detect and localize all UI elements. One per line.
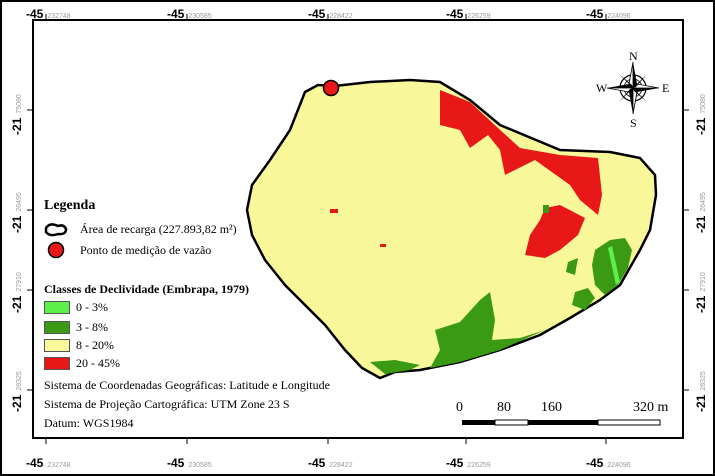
legend-class-8-20: 8 - 20% xyxy=(44,338,114,353)
swatch-0-3 xyxy=(44,301,70,314)
coord-left-2-sub: 26495 xyxy=(16,192,23,212)
measurement-point-marker xyxy=(322,79,340,97)
legend-class-0-3: 0 - 3% xyxy=(44,300,108,315)
coord-left-3-main: -21 xyxy=(10,295,24,313)
measurement-point-legend-icon xyxy=(47,241,65,259)
slope-3-8-zone-south xyxy=(430,292,545,368)
legend-class-20-45-label: 20 - 45% xyxy=(76,356,120,370)
coord-top-5-main: -45 xyxy=(586,7,604,21)
legend-class-20-45: 20 - 45% xyxy=(44,356,120,371)
compass-west-label: W xyxy=(596,81,608,95)
coord-top-4-sub: 226259 xyxy=(467,13,491,20)
slope-20-45-zone-north xyxy=(440,90,602,215)
coord-bottom-5-sub: 224096 xyxy=(607,462,631,469)
legend-coordinate-system: Sistema de Coordenadas Geográficas: Lati… xyxy=(44,378,330,392)
recharge-area-legend-icon xyxy=(44,223,68,237)
slope-3-8-speck xyxy=(543,205,549,213)
swatch-3-8 xyxy=(44,321,70,334)
legend-class-0-3-label: 0 - 3% xyxy=(76,300,108,314)
legend-slope-title: Classes de Declividade (Embrapa, 1979) xyxy=(44,282,249,296)
coord-left-4-main: -21 xyxy=(10,394,24,412)
scale-label-80: 80 xyxy=(497,400,511,415)
coord-left-1-main: -21 xyxy=(10,117,24,135)
coord-bottom-3-sub: 228422 xyxy=(329,462,353,469)
legend-class-3-8-label: 3 - 8% xyxy=(76,320,108,334)
compass-rose-icon xyxy=(606,61,660,115)
legend-recharge-area: Área de recarga (227.893,82 m²) xyxy=(80,222,237,237)
coord-bottom-4-sub: 226259 xyxy=(467,462,491,469)
legend-datum: Datum: WGS1984 xyxy=(44,416,134,430)
coord-top-2-main: -45 xyxy=(167,7,185,21)
coord-top-2-sub: 230585 xyxy=(188,13,212,20)
coord-left-1-sub: 75080 xyxy=(16,94,23,114)
legend: Legenda Área de recarga (227.893,82 m²) … xyxy=(44,198,374,430)
coord-top-4-main: -45 xyxy=(446,7,464,21)
coord-right-1-sub: 75080 xyxy=(700,94,707,114)
coord-top-1-main: -45 xyxy=(26,7,44,21)
coord-right-3-main: -21 xyxy=(694,295,708,313)
coord-right-2-main: -21 xyxy=(694,215,708,233)
scale-label-0: 0 xyxy=(456,400,463,415)
compass-south-label: S xyxy=(630,116,637,130)
scale-bar xyxy=(462,419,661,426)
slope-20-45-speck-1 xyxy=(330,209,338,213)
coord-bottom-1-main: -45 xyxy=(26,456,44,470)
coord-top-3-main: -45 xyxy=(308,7,326,21)
scale-label-320: 320 m xyxy=(633,400,669,415)
coord-right-1-main: -21 xyxy=(694,117,708,135)
coord-bottom-5-main: -45 xyxy=(586,456,604,470)
coord-bottom-2-sub: 230585 xyxy=(188,462,212,469)
swatch-20-45 xyxy=(44,357,70,370)
legend-class-3-8: 3 - 8% xyxy=(44,320,108,335)
compass-east-label: E xyxy=(662,81,670,95)
inner-border xyxy=(32,19,684,439)
coord-left-3-sub: 27910 xyxy=(16,272,23,292)
coord-bottom-3-main: -45 xyxy=(308,456,326,470)
compass-north-label: N xyxy=(629,49,638,63)
coord-bottom-4-main: -45 xyxy=(446,456,464,470)
graticule-ticks xyxy=(27,14,689,444)
legend-measurement-point: Ponto de medição de vazão xyxy=(80,243,211,258)
coord-top-5-sub: 224096 xyxy=(607,13,631,20)
slope-3-8-zone-small xyxy=(566,258,578,275)
legend-class-8-20-label: 8 - 20% xyxy=(76,338,114,352)
coord-bottom-2-main: -45 xyxy=(167,456,185,470)
legend-projection: Sistema de Projeção Cartográfica: UTM Zo… xyxy=(44,397,290,411)
legend-title: Legenda xyxy=(44,198,96,213)
swatch-8-20 xyxy=(44,339,70,352)
coord-top-1-sub: 232748 xyxy=(47,13,71,20)
slope-20-45-speck-2 xyxy=(380,244,386,247)
slope-3-8-zone-mid xyxy=(572,288,595,310)
coord-top-3-sub: 228422 xyxy=(329,13,353,20)
coord-right-4-main: -21 xyxy=(694,394,708,412)
coord-left-4-sub: 28325 xyxy=(16,371,23,391)
coord-right-4-sub: 28325 xyxy=(700,371,707,391)
scale-label-160: 160 xyxy=(541,400,562,415)
slope-0-3-strip xyxy=(608,246,620,285)
coord-bottom-1-sub: 232748 xyxy=(47,462,71,469)
legend-recharge-area-label: Área de recarga (227.893,82 m²) xyxy=(80,222,237,236)
legend-measurement-point-label: Ponto de medição de vazão xyxy=(80,243,212,257)
coord-right-3-sub: 27910 xyxy=(700,272,707,292)
slope-20-45-zone-east xyxy=(525,205,585,258)
slope-3-8-zone-sw xyxy=(370,360,420,374)
coord-right-2-sub: 26495 xyxy=(700,192,707,212)
coord-left-2-main: -21 xyxy=(10,215,24,233)
